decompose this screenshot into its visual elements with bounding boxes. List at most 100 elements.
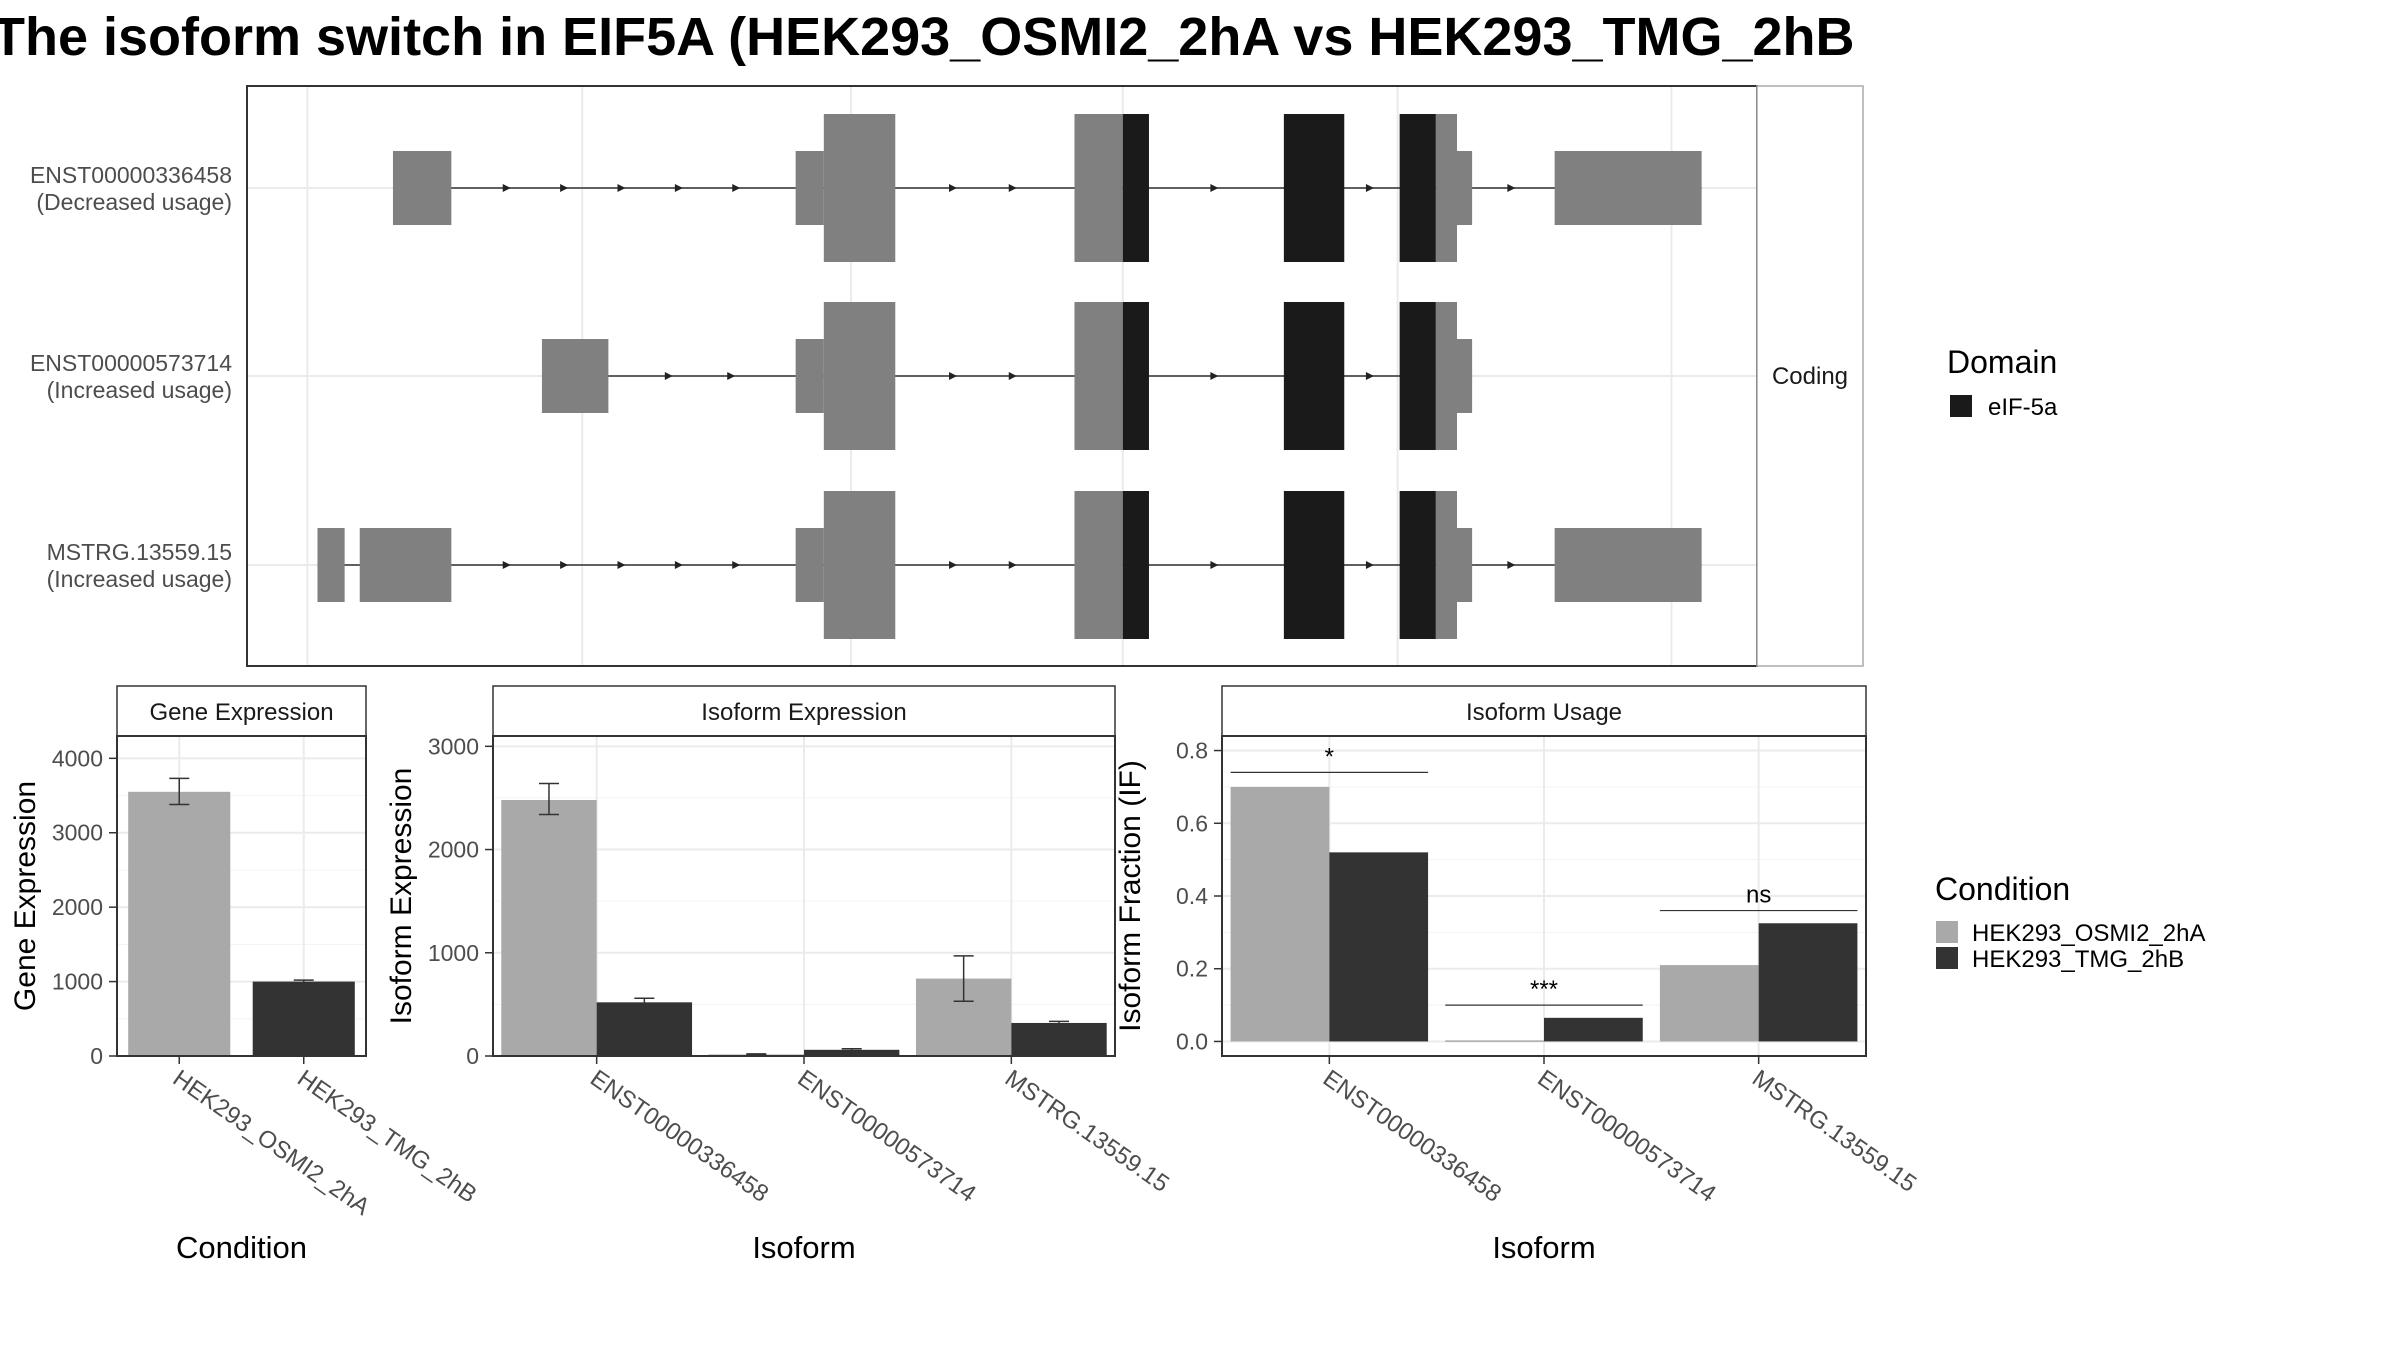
gene-structure-panel: ENST00000336458(Decreased usage) ENST0000… bbox=[30, 85, 1864, 667]
intron-arrow bbox=[1008, 372, 1017, 380]
panel-title-strip bbox=[492, 685, 1116, 737]
exon-block bbox=[795, 339, 824, 413]
figure-title: The isoform switch in EIF5A (HEK293_OSMI… bbox=[0, 7, 1855, 67]
panel-title: Isoform Expression bbox=[701, 699, 906, 726]
x-tick-label: ENST00000573714 bbox=[793, 1065, 981, 1208]
exon-block bbox=[1554, 151, 1702, 225]
intron-arrow bbox=[1365, 372, 1374, 380]
x-tick-label: ENST00000573714 bbox=[1533, 1065, 1721, 1208]
exon-block bbox=[1074, 302, 1123, 450]
panel-title-strip bbox=[1221, 685, 1867, 737]
x-axis-title: Isoform bbox=[752, 1230, 855, 1265]
exon-block bbox=[317, 528, 345, 602]
y-tick-label: 0.0 bbox=[1176, 1028, 1208, 1054]
domain-block bbox=[1399, 114, 1436, 262]
y-tick-label: 3000 bbox=[428, 733, 479, 759]
y-tick-label: 1000 bbox=[52, 969, 103, 995]
intron-arrow bbox=[674, 561, 683, 569]
y-axis-title: Gene Expression bbox=[9, 781, 42, 1011]
intron-arrow bbox=[1507, 184, 1516, 192]
transcript-track bbox=[392, 114, 1702, 262]
intron-arrow bbox=[949, 372, 958, 380]
domain-block bbox=[1122, 114, 1149, 262]
intron-arrow bbox=[1210, 561, 1219, 569]
y-axis-title: Isoform Fraction (IF) bbox=[1114, 760, 1147, 1032]
bar bbox=[1011, 1022, 1107, 1056]
intron-arrow bbox=[1365, 184, 1374, 192]
bar bbox=[1230, 786, 1330, 1042]
intron-arrow bbox=[664, 372, 673, 380]
panel-border bbox=[116, 735, 367, 1057]
bar bbox=[1329, 852, 1429, 1042]
transcript-id-label: MSTRG.13559.15 bbox=[47, 539, 232, 565]
domain-block bbox=[1399, 302, 1436, 450]
bar bbox=[128, 791, 231, 1056]
bar bbox=[1659, 965, 1759, 1042]
domain-legend: Domain eIF-5a bbox=[1947, 344, 2058, 421]
domain-legend-swatch bbox=[1950, 395, 1972, 417]
transcript-track bbox=[541, 302, 1473, 450]
y-tick-label: 4000 bbox=[52, 745, 103, 771]
exon-block bbox=[1435, 114, 1458, 262]
exon-block bbox=[392, 151, 452, 225]
y-tick-label: 0 bbox=[466, 1043, 479, 1069]
domain-legend-title: Domain bbox=[1947, 344, 2057, 380]
exon-block bbox=[1457, 528, 1473, 602]
bar bbox=[501, 800, 597, 1056]
exon-block bbox=[1435, 302, 1458, 450]
intron-arrow bbox=[732, 561, 741, 569]
y-tick-label: 1000 bbox=[428, 940, 479, 966]
x-tick-label: MSTRG.13559.15 bbox=[1747, 1065, 1921, 1198]
y-tick-label: 0.2 bbox=[1176, 956, 1208, 982]
panel-title: Isoform Usage bbox=[1466, 699, 1622, 726]
intron-arrow bbox=[617, 561, 626, 569]
bar bbox=[1445, 1040, 1544, 1042]
exon-block bbox=[1554, 528, 1702, 602]
exon-block bbox=[823, 114, 896, 262]
intron-arrow bbox=[1008, 561, 1017, 569]
panel-title: Gene Expression bbox=[149, 699, 333, 726]
exon-block bbox=[1074, 114, 1123, 262]
intron-arrow bbox=[502, 184, 511, 192]
bar bbox=[252, 981, 355, 1056]
condition-legend-label: HEK293_TMG_2hB bbox=[1972, 946, 2184, 973]
facet-strip-label: Coding bbox=[1772, 363, 1848, 390]
intron-arrow bbox=[560, 561, 569, 569]
intron-arrow bbox=[1210, 184, 1219, 192]
transcript-usage-label: (Decreased usage) bbox=[36, 189, 232, 215]
x-tick-label: HEK293_OSMI2_2hA bbox=[168, 1065, 375, 1221]
exon-block bbox=[1457, 151, 1473, 225]
bar bbox=[1544, 1017, 1643, 1042]
intron-arrow bbox=[727, 372, 736, 380]
intron-arrow bbox=[732, 184, 741, 192]
condition-legend-label: HEK293_OSMI2_2hA bbox=[1972, 920, 2205, 947]
condition-legend-swatch bbox=[1936, 947, 1958, 969]
x-axis-title: Condition bbox=[176, 1230, 307, 1265]
condition-legend-title: Condition bbox=[1935, 871, 2070, 907]
y-tick-label: 3000 bbox=[52, 820, 103, 846]
isoform-usage-panel: Isoform Usage****ns0.00.20.40.60.8ENST00… bbox=[1114, 685, 1921, 1265]
intron-arrow bbox=[949, 184, 958, 192]
significance-label: ns bbox=[1746, 882, 1771, 909]
domain-block bbox=[1399, 491, 1436, 639]
exon-block bbox=[1435, 491, 1458, 639]
significance-label: *** bbox=[1530, 976, 1558, 1003]
x-tick-label: ENST00000336458 bbox=[1318, 1065, 1506, 1208]
intron-arrow bbox=[1210, 372, 1219, 380]
intron-arrow bbox=[1365, 561, 1374, 569]
intron-arrow bbox=[502, 561, 511, 569]
transcript-id-label: ENST00000573714 bbox=[30, 350, 232, 376]
x-axis-title: Isoform bbox=[1492, 1230, 1595, 1265]
y-tick-label: 0.6 bbox=[1176, 810, 1208, 836]
facet-strip bbox=[1756, 85, 1864, 667]
exon-block bbox=[541, 339, 609, 413]
y-tick-label: 2000 bbox=[428, 837, 479, 863]
exon-block bbox=[795, 528, 824, 602]
transcript-id-label: ENST00000336458 bbox=[30, 162, 232, 188]
x-tick-label: MSTRG.13559.15 bbox=[1000, 1065, 1174, 1198]
exon-block bbox=[823, 491, 896, 639]
intron-arrow bbox=[674, 184, 683, 192]
domain-block bbox=[1122, 491, 1149, 639]
transcript-track bbox=[317, 491, 1702, 639]
intron-arrow bbox=[560, 184, 569, 192]
